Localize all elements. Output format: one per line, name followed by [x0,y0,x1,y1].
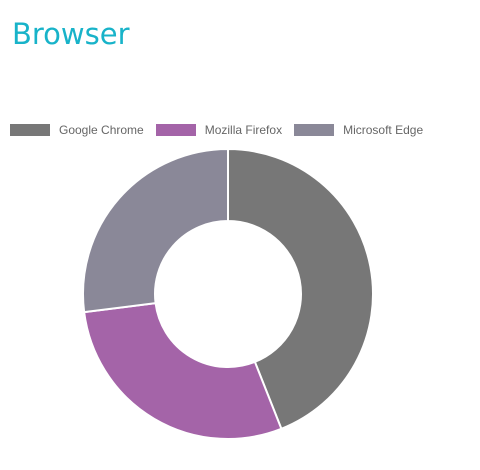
donut-center-hole [156,222,300,366]
